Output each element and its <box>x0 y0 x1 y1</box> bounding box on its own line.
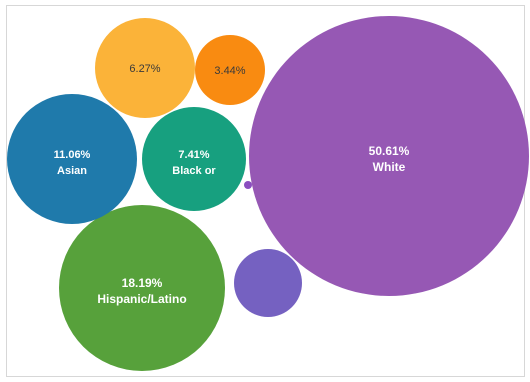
bubble-circle-bubble-8[interactable] <box>244 181 252 189</box>
bubble-circle-asian[interactable] <box>7 94 137 224</box>
bubble-value-label: 18.19% <box>122 276 163 290</box>
bubble-bubble-6[interactable]: 3.44% <box>195 35 265 105</box>
bubble-circle-black-or[interactable] <box>142 107 246 211</box>
bubble-circle-bubble-7[interactable] <box>234 249 302 317</box>
bubble-category-label: White <box>373 160 406 174</box>
bubble-value-label: 50.61% <box>369 144 410 158</box>
bubble-value-label: 7.41% <box>178 149 209 161</box>
bubble-asian[interactable]: 11.06% Asian <box>7 94 137 224</box>
bubble-bubble-7[interactable] <box>234 249 302 317</box>
bubble-category-label: Asian <box>57 165 87 177</box>
bubble-value-label: 11.06% <box>54 149 91 161</box>
bubble-value-label: 6.27% <box>129 63 160 75</box>
bubble-circle-white[interactable] <box>249 16 529 296</box>
bubble-circle-hispanic-latino[interactable] <box>59 205 225 371</box>
bubble-category-label: Black or <box>172 165 216 177</box>
bubble-black-or[interactable]: 7.41% Black or <box>142 107 246 211</box>
bubble-bubble-8[interactable] <box>244 181 252 189</box>
bubble-value-label: 3.44% <box>214 65 245 77</box>
bubble-bubble-5[interactable]: 6.27% <box>95 18 195 118</box>
bubble-category-label: Hispanic/Latino <box>97 292 186 306</box>
bubble-circle-bubble-6[interactable] <box>195 35 265 105</box>
bubble-white[interactable]: 50.61% White <box>249 16 529 296</box>
bubble-circle-bubble-5[interactable] <box>95 18 195 118</box>
bubble-hispanic-latino[interactable]: 18.19% Hispanic/Latino <box>59 205 225 371</box>
